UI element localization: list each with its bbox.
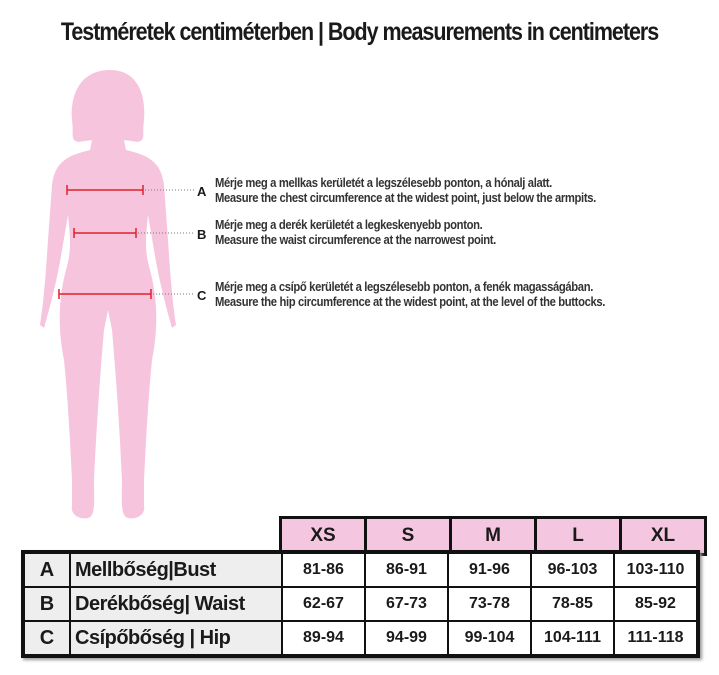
cell: 96-103 (530, 551, 615, 588)
instruction-hip: Mérje meg a csípő kerületét a legszélese… (215, 280, 605, 310)
row-letter: C (22, 620, 71, 657)
marker-c: C (197, 288, 207, 303)
cell: 85-92 (613, 586, 699, 622)
cell: 103-110 (613, 551, 699, 588)
cell: 91-96 (447, 551, 532, 588)
row-letter: B (22, 586, 71, 622)
row-label: Csípőbőség | Hip (69, 620, 283, 657)
instruction-chest: Mérje meg a mellkas kerületét a legszéle… (215, 176, 596, 206)
marker-b: B (197, 227, 207, 242)
body-silhouette (40, 70, 194, 519)
marker-a: A (197, 184, 207, 199)
page-title: Testméretek centiméterben | Body measure… (60, 18, 659, 46)
cell: 73-78 (447, 586, 532, 622)
size-l: L (534, 516, 622, 556)
instruction-hu: Mérje meg a mellkas kerületét a legszéle… (215, 176, 552, 190)
cell: 99-104 (447, 620, 532, 657)
leader-lines (138, 189, 194, 295)
row-label: Derékbőség| Waist (69, 586, 283, 622)
size-m: M (449, 516, 537, 556)
instruction-waist: Mérje meg a derék kerületét a legkeskeny… (215, 218, 496, 248)
measure-lines (58, 185, 152, 299)
instruction-hu: Mérje meg a csípő kerületét a legszélese… (215, 280, 593, 294)
instruction-hu: Mérje meg a derék kerületét a legkeskeny… (215, 218, 483, 232)
instruction-en: Measure the hip circumference at the wid… (215, 295, 606, 309)
cell: 104-111 (530, 620, 615, 657)
instruction-en: Measure the waist circumference at the n… (215, 233, 496, 247)
instruction-en: Measure the chest circumference at the w… (215, 191, 596, 205)
size-header-row: XS S M L XL (279, 516, 707, 556)
size-xs: XS (279, 516, 367, 556)
cell: 86-91 (364, 551, 449, 588)
table-row: A Mellbőség|Bust 81-86 86-91 91-96 96-10… (22, 551, 699, 588)
row-letter: A (22, 551, 71, 588)
cell: 67-73 (364, 586, 449, 622)
cell: 81-86 (281, 551, 366, 588)
cell: 94-99 (364, 620, 449, 657)
cell: 89-94 (281, 620, 366, 657)
table-row: B Derékbőség| Waist 62-67 67-73 73-78 78… (22, 586, 699, 622)
cell: 78-85 (530, 586, 615, 622)
cell: 62-67 (281, 586, 366, 622)
cell: 111-118 (613, 620, 699, 657)
size-table: A Mellbőség|Bust 81-86 86-91 91-96 96-10… (21, 550, 700, 658)
table-row: C Csípőbőség | Hip 89-94 94-99 99-104 10… (22, 620, 699, 657)
size-s: S (364, 516, 452, 556)
size-xl: XL (619, 516, 707, 556)
row-label: Mellbőség|Bust (69, 551, 283, 588)
